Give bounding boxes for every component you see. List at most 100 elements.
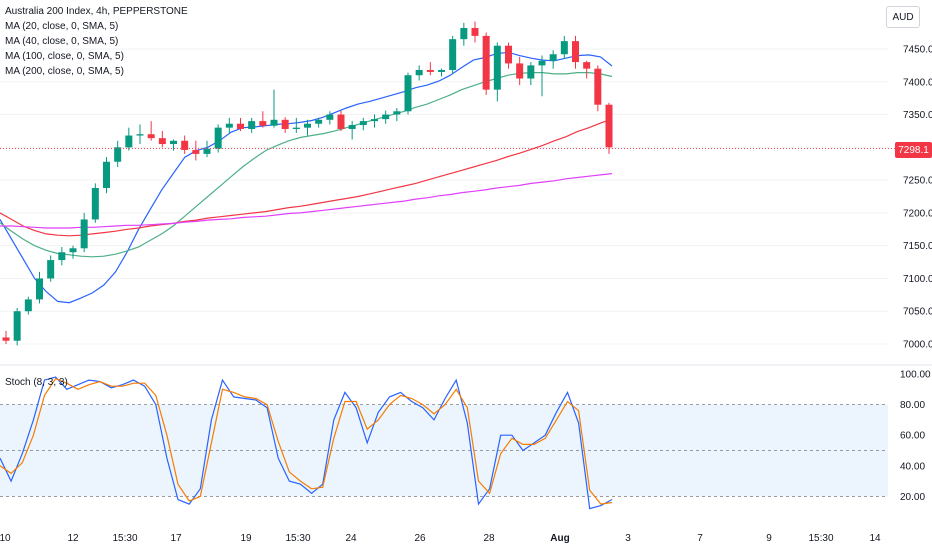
stoch-tick-label: 20.00 — [900, 492, 925, 503]
candle-body — [594, 68, 602, 105]
candle — [91, 183, 99, 223]
candle — [493, 42, 501, 102]
candle-body — [103, 161, 110, 188]
candle — [560, 35, 568, 59]
time-tick-label: 19 — [240, 533, 252, 544]
candle — [393, 108, 401, 122]
candle-body — [147, 134, 155, 139]
candle-body — [91, 187, 99, 220]
candle — [13, 307, 21, 346]
candle — [158, 130, 166, 148]
candle-body — [382, 114, 390, 120]
price-tick-label: 7450.0 — [903, 45, 932, 56]
price-tick-label: 7100.0 — [903, 274, 932, 285]
ma20-label[interactable]: MA (20, close, 0, SMA, 5) — [5, 21, 119, 32]
candle — [214, 124, 222, 153]
ma40-label[interactable]: MA (40, close, 0, SMA, 5) — [5, 36, 119, 47]
price-tick-label: 7400.0 — [903, 77, 932, 88]
candle-body — [426, 69, 434, 72]
candle-body — [359, 121, 367, 126]
candle — [605, 102, 613, 154]
candle-body — [181, 140, 189, 150]
time-axis[interactable]: 10 12 15:30 17 19 15:30 24 26 28 Aug 3 7 9 15:30 14 — [0, 533, 881, 544]
candle — [438, 68, 445, 77]
candle-body — [449, 39, 457, 70]
stoch-tick-label: 80.00 — [900, 400, 925, 411]
candle-body — [404, 75, 412, 112]
candle-body — [292, 127, 300, 129]
candle — [170, 139, 177, 151]
candle — [516, 56, 524, 86]
time-tick-label: 14 — [869, 533, 881, 544]
candle — [259, 111, 267, 128]
stoch-tick-label: 60.00 — [900, 431, 925, 442]
candle — [426, 62, 434, 76]
ma100-label[interactable]: MA (100, close, 0, SMA, 5) — [5, 51, 124, 62]
price-tick-label: 7000.0 — [903, 340, 932, 351]
candle — [248, 117, 256, 133]
ma200-label[interactable]: MA (200, close, 0, SMA, 5) — [5, 66, 124, 77]
candle-body — [237, 123, 244, 129]
candle — [80, 212, 88, 253]
candle-body — [527, 65, 535, 79]
candle — [326, 111, 334, 125]
time-tick-label: 15:30 — [112, 533, 137, 544]
time-tick-label: Aug — [550, 533, 569, 544]
candle-body — [493, 45, 501, 90]
price-tick-label: 7250.0 — [903, 176, 932, 187]
candle-body — [371, 119, 378, 122]
candle — [460, 22, 468, 46]
candle — [471, 21, 479, 43]
candle-body — [58, 252, 66, 261]
candle-body — [259, 121, 267, 126]
time-tick-label: 15:30 — [808, 533, 833, 544]
candle-body — [170, 140, 177, 145]
candle — [36, 271, 43, 304]
candle — [505, 42, 512, 69]
candle-body — [125, 135, 133, 148]
candle — [382, 110, 390, 124]
time-tick-label: 7 — [697, 533, 703, 544]
currency-button[interactable]: AUD — [886, 6, 920, 28]
candle — [348, 121, 356, 140]
candle — [225, 117, 233, 133]
stoch-d-line — [0, 377, 613, 505]
time-tick-label: 9 — [766, 533, 772, 544]
candle — [404, 72, 412, 115]
time-tick-label: 12 — [67, 533, 79, 544]
ma-line-1 — [0, 71, 613, 258]
symbol-title[interactable]: Australia 200 Index, 4h, PEPPERSTONE — [5, 6, 188, 17]
candle-body — [471, 28, 479, 36]
ma-line-2 — [0, 118, 613, 237]
candle-body — [348, 125, 356, 129]
moving-averages — [0, 51, 613, 304]
time-tick-label: 17 — [170, 533, 182, 544]
stoch-label[interactable]: Stoch (8, 3, 3) — [5, 377, 68, 388]
candle — [359, 117, 367, 131]
candle — [292, 117, 300, 133]
candle-body — [583, 62, 591, 69]
candle — [281, 117, 289, 133]
ma-line-3 — [0, 173, 613, 229]
candle-body — [248, 121, 256, 129]
time-tick-label: 10 — [0, 533, 11, 544]
candle-body — [560, 41, 568, 55]
price-tick-label: 7150.0 — [903, 241, 932, 252]
candle — [58, 246, 66, 266]
candle — [304, 119, 311, 136]
candle-body — [136, 134, 144, 136]
candle-body — [225, 123, 233, 128]
candle-body — [326, 114, 334, 120]
price-axis[interactable]: 7450.07400.07350.07300.07250.07200.07150… — [0, 45, 932, 351]
candle-body — [192, 149, 200, 154]
candle-body — [516, 63, 524, 79]
candle-body — [393, 111, 401, 115]
candle-body — [2, 337, 10, 341]
candle — [2, 330, 10, 344]
candle-body — [415, 69, 423, 76]
candle — [192, 140, 200, 161]
time-tick-label: 26 — [414, 533, 426, 544]
stoch-axis[interactable]: 100.00 80.00 60.00 40.00 20.00 — [900, 370, 931, 503]
candle-body — [270, 119, 278, 126]
